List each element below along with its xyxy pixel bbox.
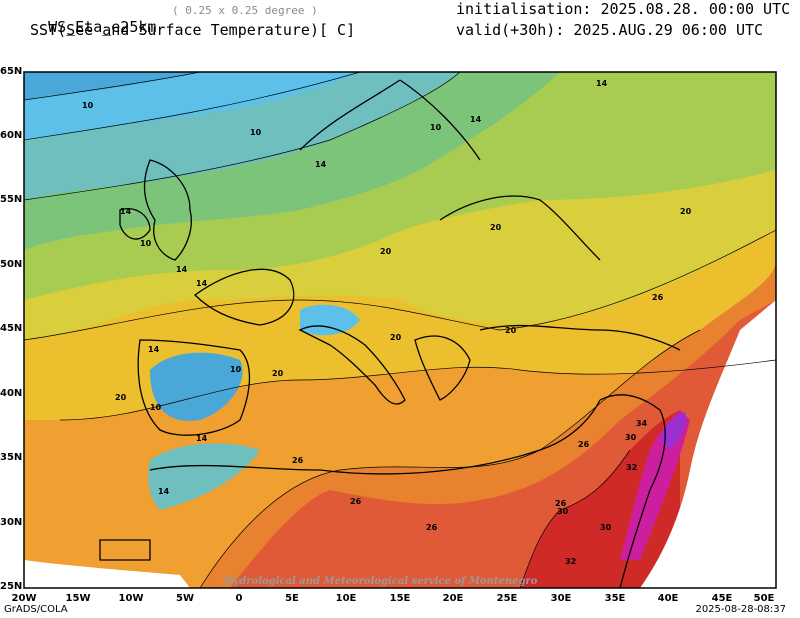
contour-label: 26 bbox=[292, 456, 304, 465]
lon-label: 5W bbox=[176, 593, 194, 604]
contour-label: 30 bbox=[625, 433, 637, 442]
model-name: WS_Eta_e25km bbox=[48, 18, 157, 36]
temperature-field bbox=[24, 72, 776, 588]
contour-label: 14 bbox=[315, 160, 327, 169]
contour-label: 30 bbox=[600, 523, 612, 532]
lon-label: 5E bbox=[285, 593, 299, 604]
lat-label: 60N bbox=[0, 130, 23, 141]
contour-label: 14 bbox=[120, 207, 132, 216]
coastlines bbox=[99, 79, 681, 588]
initialisation-time: initialisation: 2025.08.28. 00:00 UTC bbox=[456, 0, 791, 18]
lon-label: 50E bbox=[753, 593, 775, 604]
lon-label: 10E bbox=[335, 593, 357, 604]
contour-label: 32 bbox=[626, 463, 637, 472]
no-data-region bbox=[640, 300, 776, 588]
lat-label: 55N bbox=[0, 194, 23, 205]
grid-resolution: ( 0.25 x 0.25 degree ) bbox=[172, 4, 318, 17]
lon-label: 25E bbox=[496, 593, 518, 604]
contour-label: 26 bbox=[555, 499, 567, 508]
lat-label: 45N bbox=[0, 323, 23, 334]
cool-alps bbox=[300, 304, 360, 336]
contour-label: 20 bbox=[490, 223, 502, 232]
contour-label: 10 bbox=[82, 101, 94, 110]
lon-label: 10W bbox=[118, 593, 144, 604]
watermark: Hydrological and Meteorological service … bbox=[223, 576, 538, 587]
band-34 bbox=[660, 412, 686, 450]
contour-label: 20 bbox=[272, 369, 284, 378]
contour-label: 10 bbox=[150, 403, 162, 412]
lat-label: 65N bbox=[0, 66, 23, 77]
no-data-southwest bbox=[24, 560, 190, 588]
lon-label: 15W bbox=[65, 593, 91, 604]
contour-label: 26 bbox=[426, 523, 438, 532]
lat-label: 30N bbox=[0, 517, 23, 528]
lon-label: 30E bbox=[550, 593, 572, 604]
contour-label: 14 bbox=[148, 345, 160, 354]
contour-label: 10 bbox=[140, 239, 152, 248]
field-title: SST(See and Surface Temperature)[ C] bbox=[30, 21, 356, 39]
band-12 bbox=[24, 72, 360, 140]
footer-software: GrADS/COLA bbox=[4, 604, 68, 615]
contour-label: 10 bbox=[430, 123, 442, 132]
cool-iberia bbox=[150, 352, 243, 421]
band-10 bbox=[24, 72, 200, 100]
contour-label: 14 bbox=[176, 265, 188, 274]
contour-label: 14 bbox=[158, 487, 170, 496]
contour-label: 34 bbox=[636, 419, 648, 428]
contour-label: 26 bbox=[350, 497, 362, 506]
lon-label: 20E bbox=[442, 593, 464, 604]
contour-label: 14 bbox=[196, 434, 208, 443]
lat-label: 40N bbox=[0, 388, 23, 399]
contour-label: 20 bbox=[390, 333, 402, 342]
contour-label: 10 bbox=[230, 365, 242, 374]
contour-label: 20 bbox=[505, 326, 517, 335]
map-frame bbox=[23, 71, 777, 589]
band-32 bbox=[620, 410, 690, 560]
lon-label: 40E bbox=[657, 593, 679, 604]
lon-label: 0 bbox=[235, 593, 243, 604]
footer-timestamp: 2025-08-28-08:37 bbox=[695, 604, 786, 615]
lon-label: 45E bbox=[711, 593, 733, 604]
isotherms bbox=[24, 72, 776, 588]
contour-labels: 10 10 10 10 10 10 14 14 14 14 14 14 14 1… bbox=[82, 79, 692, 566]
contour-label: 20 bbox=[380, 247, 392, 256]
lat-label: 25N bbox=[0, 581, 23, 592]
contour-label: 10 bbox=[250, 128, 262, 137]
contour-label: 30 bbox=[557, 507, 569, 516]
valid-time: valid(+30h): 2025.AUG.29 06:00 UTC bbox=[456, 21, 764, 39]
lat-label: 35N bbox=[0, 452, 23, 463]
contour-label: 14 bbox=[196, 279, 208, 288]
lon-label: 35E bbox=[604, 593, 626, 604]
contour-label: 32 bbox=[565, 557, 576, 566]
lat-label: 50N bbox=[0, 259, 23, 270]
contour-label: 14 bbox=[470, 115, 482, 124]
contour-label: 26 bbox=[652, 293, 664, 302]
cool-atlas bbox=[148, 443, 260, 510]
contour-label: 20 bbox=[115, 393, 127, 402]
contour-label: 14 bbox=[596, 79, 608, 88]
lon-label: 15E bbox=[389, 593, 411, 604]
contour-label: 20 bbox=[680, 207, 692, 216]
lon-label: 20W bbox=[11, 593, 37, 604]
contour-label: 26 bbox=[578, 440, 590, 449]
